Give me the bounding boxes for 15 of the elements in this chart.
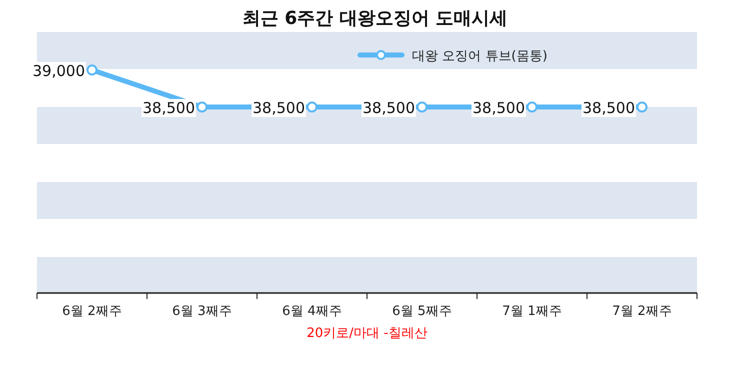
x-axis-title: 20키로/마대 -칠레산 xyxy=(306,326,428,341)
x-tick-label: 6월 5째주 xyxy=(392,304,452,319)
x-tick-label: 6월 4째주 xyxy=(282,304,342,319)
data-label: 38,500 xyxy=(142,99,195,117)
data-label: 38,500 xyxy=(362,99,415,117)
data-label: 38,500 xyxy=(472,99,525,117)
legend-label: 대왕 오징어 튜브(몸통) xyxy=(412,49,548,64)
x-tick-label: 6월 2째주 xyxy=(62,304,122,319)
data-label: 38,500 xyxy=(252,99,305,117)
x-tick-label: 6월 3째주 xyxy=(172,304,232,319)
x-tick-label: 7월 2째주 xyxy=(612,304,672,319)
chart-title: 최근 6주간 대왕오징어 도매시세 xyxy=(242,8,508,29)
x-tick-label: 7월 1째주 xyxy=(502,304,562,319)
data-label: 39,000 xyxy=(32,62,85,80)
data-label: 38,500 xyxy=(582,99,635,117)
